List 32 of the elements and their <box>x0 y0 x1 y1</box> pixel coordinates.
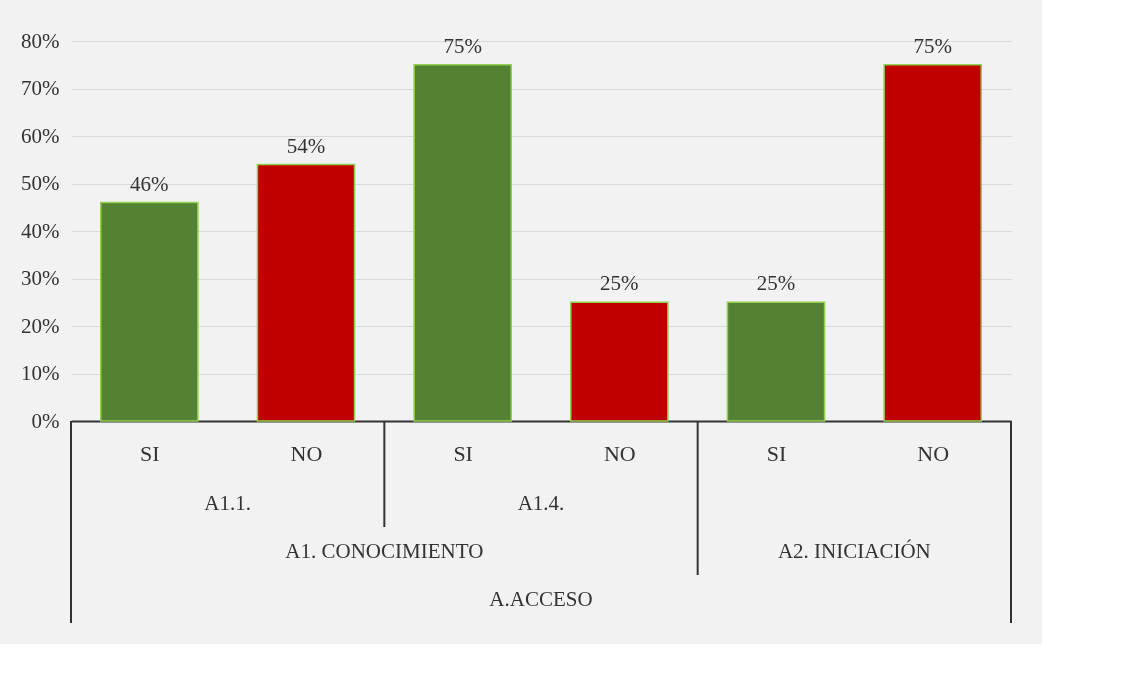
y-tick-label: 0% <box>31 408 60 433</box>
bar <box>413 64 512 422</box>
data-label: 25% <box>756 271 796 296</box>
text: A2. INICIACIÓN <box>777 539 931 563</box>
text: A1.4. <box>517 491 565 515</box>
data-label: 54% <box>286 133 326 158</box>
x-tick-label: SI <box>453 440 473 466</box>
y-tick-label: 30% <box>21 266 60 290</box>
y-tick-label: 80% <box>21 28 60 53</box>
x-tick-label: NO <box>290 440 323 466</box>
x-tick-label: NO <box>603 440 636 466</box>
data-label: 25% <box>600 271 639 296</box>
y-tick-label: 50% <box>21 171 60 195</box>
x-tick-label: SI <box>140 440 160 466</box>
y-tick-label: 40% <box>21 218 60 243</box>
y-tick-label: 60% <box>21 123 60 148</box>
y-tick-label: 10% <box>21 361 60 385</box>
y-tick-label: 20% <box>21 313 60 338</box>
data-label: 46% <box>130 171 169 196</box>
bar <box>883 64 982 422</box>
text: A1. CONOCIMIENTO <box>285 539 484 563</box>
text: A.ACCESO <box>489 587 593 611</box>
bar <box>256 163 356 422</box>
bar <box>726 301 826 422</box>
x-tick-label: NO <box>917 440 950 466</box>
bar <box>570 301 669 422</box>
data-label: 75% <box>443 33 482 58</box>
data-label: 75% <box>913 33 952 58</box>
y-tick-label: 70% <box>21 76 60 100</box>
text: A1.1. <box>204 491 251 515</box>
x-tick-label: SI <box>766 440 787 466</box>
bar <box>100 201 199 422</box>
